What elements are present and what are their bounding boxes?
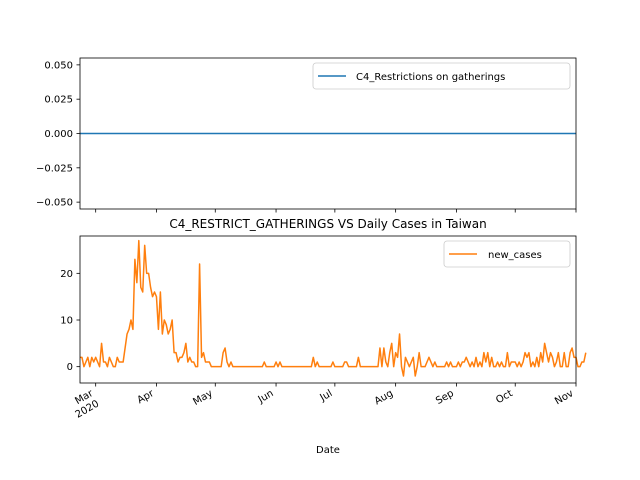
bottom-y-tick-label: 10 xyxy=(60,316,73,327)
bottom-legend: new_cases xyxy=(443,240,571,268)
top-x-ticks xyxy=(95,209,577,213)
bottom-y-tick-label: 20 xyxy=(60,269,73,280)
chart-title: C4_RESTRICT_GATHERINGS VS Daily Cases in… xyxy=(169,217,486,231)
bottom-axes-frame xyxy=(79,235,577,384)
top-subplot: 0.050 0.025 0.000 −0.025 −0.050 C4_Restricti… xyxy=(36,57,577,213)
bottom-y-ticks: 0 10 20 xyxy=(60,269,80,373)
top-y-tick-label: −0.025 xyxy=(36,163,73,174)
x-axis-label: Date xyxy=(316,445,340,456)
top-legend: C4_Restrictions on gatherings xyxy=(312,62,571,90)
top-legend-label: C4_Restrictions on gatherings xyxy=(356,72,505,83)
series-line-new-cases xyxy=(80,239,587,377)
top-y-tick-label: 0.025 xyxy=(44,95,73,106)
bottom-legend-box xyxy=(443,240,571,268)
top-y-tick-label: −0.050 xyxy=(36,198,73,209)
bottom-legend-label: new_cases xyxy=(488,250,542,261)
top-y-tick-label: 0.050 xyxy=(44,60,73,71)
top-y-tick-label: 0.000 xyxy=(44,129,73,140)
bottom-y-tick-label: 0 xyxy=(67,362,73,373)
top-legend-box xyxy=(312,62,571,90)
top-y-ticks: 0.050 0.025 0.000 −0.025 −0.050 xyxy=(36,60,80,209)
top-axes-frame xyxy=(79,57,577,210)
